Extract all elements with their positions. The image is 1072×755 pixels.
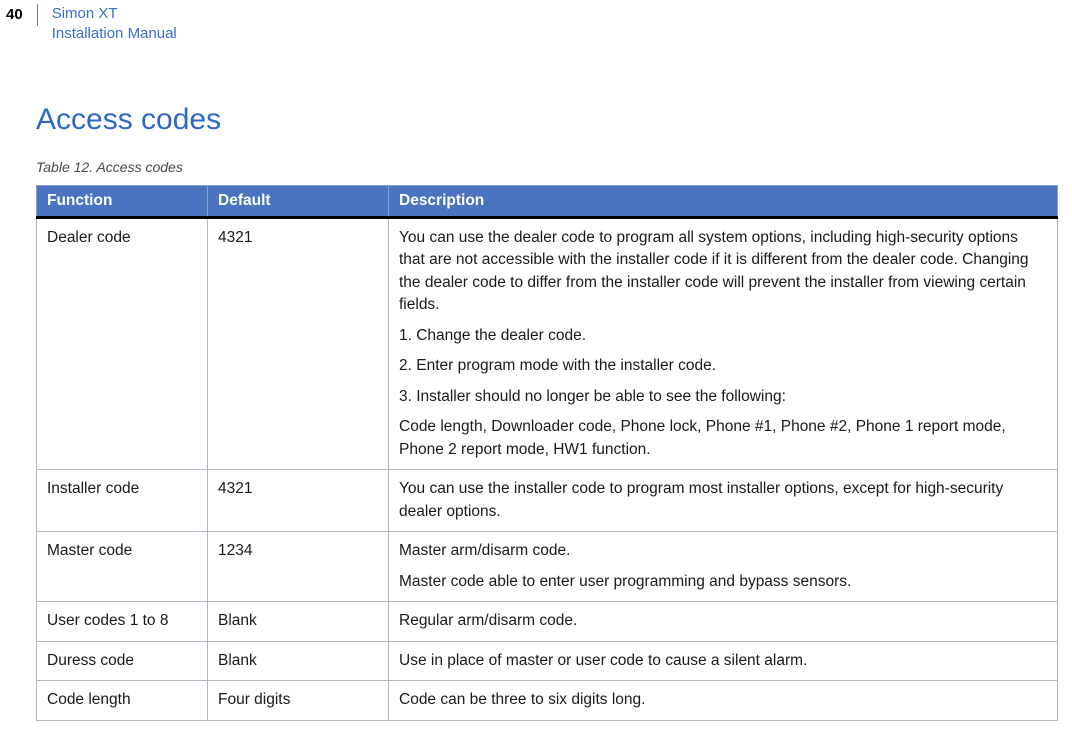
- desc-paragraph: 1. Change the dealer code.: [399, 325, 1047, 347]
- cell-description: Use in place of master or user code to c…: [389, 641, 1058, 680]
- cell-default: Blank: [208, 602, 389, 641]
- table-body: Dealer code4321You can use the dealer co…: [37, 218, 1058, 721]
- cell-function: Installer code: [37, 470, 208, 532]
- cell-default: Blank: [208, 641, 389, 680]
- cell-default: 4321: [208, 218, 389, 470]
- cell-default: Four digits: [208, 681, 389, 720]
- table-row: Code lengthFour digits Code can be three …: [37, 681, 1058, 720]
- page-header: 40 Simon XT Installation Manual: [0, 0, 1072, 43]
- table-row: Installer code4321You can use the instal…: [37, 470, 1058, 532]
- document-type: Installation Manual: [52, 24, 177, 44]
- cell-description: You can use the installer code to progra…: [389, 470, 1058, 532]
- header-text: Simon XT Installation Manual: [38, 4, 177, 43]
- cell-function: Dealer code: [37, 218, 208, 470]
- col-function: Function: [37, 186, 208, 218]
- cell-description: Code can be three to six digits long.: [389, 681, 1058, 720]
- desc-paragraph: Code can be three to six digits long.: [399, 689, 1047, 711]
- table-row: Duress codeBlank Use in place of master o…: [37, 641, 1058, 680]
- cell-function: Code length: [37, 681, 208, 720]
- col-default: Default: [208, 186, 389, 218]
- section-title: Access codes: [36, 103, 1058, 137]
- desc-paragraph: Master arm/disarm code.: [399, 540, 1047, 562]
- desc-paragraph: 2. Enter program mode with the installer…: [399, 355, 1047, 377]
- table-header-row: Function Default Description: [37, 186, 1058, 218]
- desc-paragraph: Code length, Downloader code, Phone lock…: [399, 416, 1047, 461]
- cell-description: Master arm/disarm code. Master code able …: [389, 532, 1058, 602]
- table-row: User codes 1 to 8Blank Regular arm/disarm…: [37, 602, 1058, 641]
- col-description: Description: [389, 186, 1058, 218]
- cell-description: Regular arm/disarm code.: [389, 602, 1058, 641]
- cell-function: Master code: [37, 532, 208, 602]
- desc-paragraph: You can use the dealer code to program a…: [399, 227, 1047, 317]
- cell-default: 1234: [208, 532, 389, 602]
- content: Access codes Table 12. Access codes Func…: [0, 43, 1072, 721]
- desc-paragraph: Master code able to enter user programmi…: [399, 571, 1047, 593]
- table-row: Master code1234Master arm/disarm code.Ma…: [37, 532, 1058, 602]
- access-codes-table: Function Default Description Dealer code…: [36, 185, 1058, 721]
- desc-paragraph: You can use the installer code to progra…: [399, 478, 1047, 523]
- table-caption: Table 12. Access codes: [36, 159, 1058, 175]
- cell-function: Duress code: [37, 641, 208, 680]
- desc-paragraph: Use in place of master or user code to c…: [399, 650, 1047, 672]
- desc-paragraph: 3. Installer should no longer be able to…: [399, 386, 1047, 408]
- product-name: Simon XT: [52, 4, 177, 24]
- cell-function: User codes 1 to 8: [37, 602, 208, 641]
- page-number: 40: [0, 4, 38, 26]
- page: 40 Simon XT Installation Manual Access c…: [0, 0, 1072, 755]
- cell-default: 4321: [208, 470, 389, 532]
- cell-description: You can use the dealer code to program a…: [389, 218, 1058, 470]
- table-row: Dealer code4321You can use the dealer co…: [37, 218, 1058, 470]
- desc-paragraph: Regular arm/disarm code.: [399, 610, 1047, 632]
